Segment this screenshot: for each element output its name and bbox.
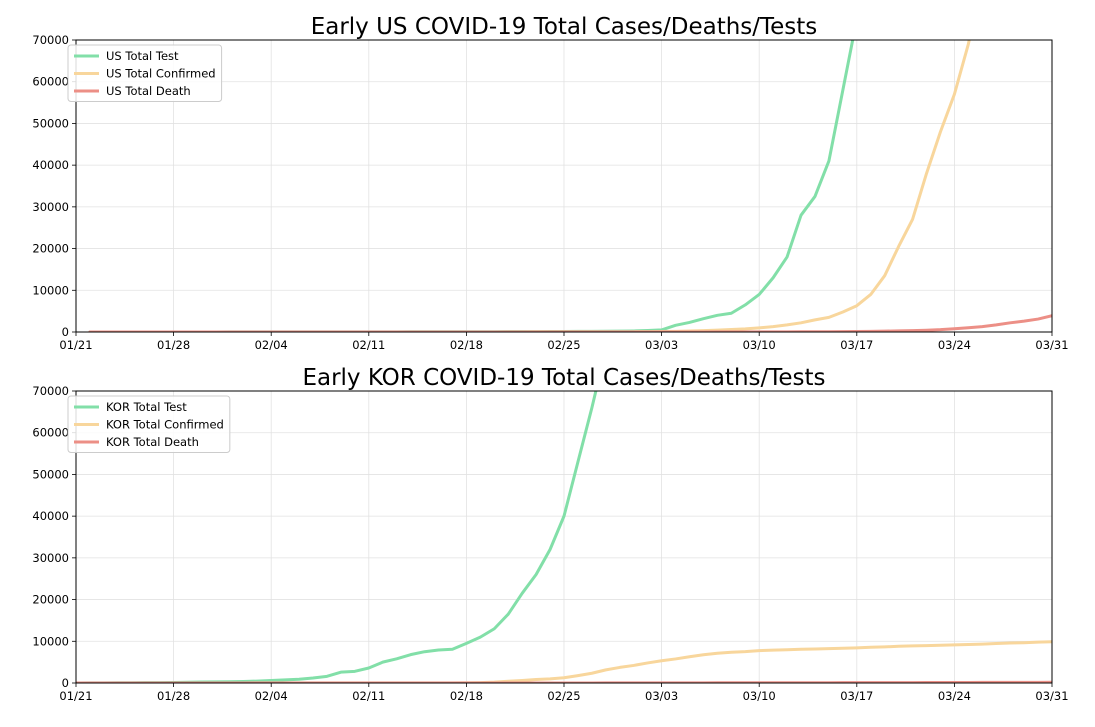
x-tick-label: 03/10 [743, 338, 776, 352]
x-tick-label: 03/10 [743, 689, 776, 703]
legend-label: US Total Confirmed [106, 67, 216, 81]
legend-label: KOR Total Test [106, 400, 187, 414]
y-tick-label: 0 [62, 676, 69, 690]
chart-title: Early KOR COVID-19 Total Cases/Deaths/Te… [302, 365, 825, 391]
legend-box [67, 395, 231, 453]
legend-label: US Total Test [106, 49, 179, 63]
plot-lines [88, 40, 1052, 332]
x-tick-label: 02/11 [352, 338, 385, 352]
plot-frame [75, 390, 1053, 684]
series-line [88, 40, 971, 332]
y-tick-label: 40000 [32, 509, 69, 523]
y-tick-label: 0 [62, 325, 69, 339]
y-tick-label: 30000 [32, 200, 69, 214]
y-tick-label: 70000 [32, 384, 69, 398]
legend-label: KOR Total Death [106, 435, 199, 449]
series-line [88, 314, 1052, 332]
series-line [88, 40, 855, 332]
x-tick-label: 02/04 [255, 338, 288, 352]
x-tick-label: 01/21 [59, 338, 92, 352]
legend-box [67, 44, 223, 102]
x-tick-label: 02/11 [352, 689, 385, 703]
x-tick-label: 03/17 [840, 338, 873, 352]
x-tick-label: 01/28 [157, 689, 190, 703]
y-tick-label: 20000 [32, 242, 69, 256]
y-tick-label: 70000 [32, 33, 69, 47]
x-tick-label: 02/18 [450, 338, 483, 352]
y-tick-label: 20000 [32, 593, 69, 607]
y-tick-label: 10000 [32, 283, 69, 297]
x-tick-label: 03/03 [645, 338, 678, 352]
x-tick-label: 03/03 [645, 689, 678, 703]
x-tick-label: 01/28 [157, 338, 190, 352]
y-tick-label: 40000 [32, 158, 69, 172]
x-tick-label: 01/21 [59, 689, 92, 703]
y-tick-label: 50000 [32, 116, 69, 130]
y-tick-label: 60000 [32, 426, 69, 440]
legend-label: US Total Death [106, 84, 191, 98]
x-tick-label: 02/18 [450, 689, 483, 703]
x-tick-label: 02/25 [547, 338, 580, 352]
y-tick-label: 30000 [32, 551, 69, 565]
y-tick-label: 10000 [32, 634, 69, 648]
x-tick-label: 02/25 [547, 689, 580, 703]
y-tick-label: 60000 [32, 75, 69, 89]
x-tick-label: 03/31 [1035, 689, 1068, 703]
plot-frame [75, 39, 1053, 333]
x-tick-label: 03/31 [1035, 338, 1068, 352]
x-tick-label: 03/24 [938, 689, 971, 703]
legend-label: KOR Total Confirmed [106, 418, 224, 432]
x-tick-label: 03/17 [840, 689, 873, 703]
y-tick-label: 50000 [32, 467, 69, 481]
chart-title: Early US COVID-19 Total Cases/Deaths/Tes… [311, 14, 818, 40]
x-tick-label: 03/24 [938, 338, 971, 352]
x-tick-label: 02/04 [255, 689, 288, 703]
